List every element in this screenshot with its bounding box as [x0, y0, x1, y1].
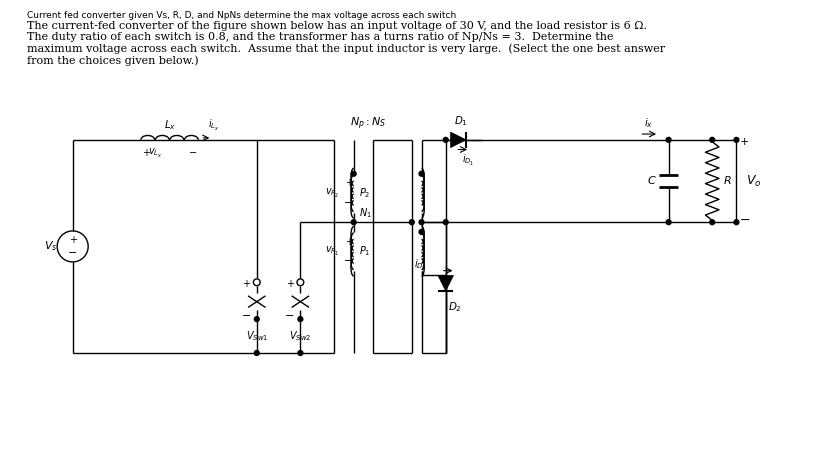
- Text: $D_1$: $D_1$: [454, 114, 468, 128]
- Circle shape: [710, 138, 714, 142]
- Circle shape: [666, 220, 671, 225]
- Text: +: +: [142, 148, 150, 158]
- Circle shape: [410, 220, 415, 225]
- Text: −: −: [740, 214, 750, 227]
- Circle shape: [734, 220, 739, 225]
- Circle shape: [298, 317, 303, 322]
- Text: The duty ratio of each switch is 0.8, and the transformer has a turns ratio of N: The duty ratio of each switch is 0.8, an…: [27, 32, 613, 43]
- Text: $P_1$: $P_1$: [360, 244, 371, 258]
- Circle shape: [443, 138, 448, 142]
- Text: +: +: [345, 178, 353, 188]
- Circle shape: [443, 220, 448, 225]
- Text: $P_2$: $P_2$: [360, 186, 371, 200]
- Circle shape: [666, 138, 671, 142]
- Text: from the choices given below.): from the choices given below.): [27, 56, 199, 66]
- Text: $N_p:N_S$: $N_p:N_S$: [350, 116, 387, 132]
- Text: $N_1$: $N_1$: [360, 207, 373, 220]
- Circle shape: [734, 138, 739, 142]
- Circle shape: [419, 220, 424, 225]
- Circle shape: [255, 317, 259, 322]
- Text: $V_{Sw1}$: $V_{Sw1}$: [245, 329, 268, 343]
- Text: The current-fed converter of the figure shown below has an input voltage of 30 V: The current-fed converter of the figure …: [27, 21, 647, 31]
- Text: R: R: [724, 176, 732, 186]
- Text: C: C: [647, 176, 655, 186]
- Text: $v_{P_2}$: $v_{P_2}$: [325, 186, 339, 200]
- Text: −: −: [68, 248, 77, 258]
- Text: $D_2$: $D_2$: [447, 301, 461, 314]
- Text: −: −: [189, 148, 197, 158]
- Circle shape: [298, 351, 303, 356]
- Circle shape: [351, 171, 356, 176]
- Text: Current fed converter given Vs, R, D, and NpNs determine the max voltage across : Current fed converter given Vs, R, D, an…: [27, 11, 456, 20]
- Text: $i_x$: $i_x$: [644, 117, 654, 130]
- Polygon shape: [438, 276, 453, 291]
- Circle shape: [419, 229, 424, 234]
- Text: $V_{Sw2}$: $V_{Sw2}$: [289, 329, 311, 343]
- Circle shape: [710, 220, 714, 225]
- Text: +: +: [69, 234, 76, 244]
- Text: $i_{D_2}$: $i_{D_2}$: [414, 258, 426, 272]
- Text: $i_{L_x}$: $i_{L_x}$: [209, 118, 220, 133]
- Circle shape: [419, 171, 424, 176]
- Text: $V_s$: $V_s$: [44, 239, 57, 253]
- Text: $V_o$: $V_o$: [746, 174, 762, 189]
- Circle shape: [255, 351, 259, 356]
- Text: +: +: [740, 137, 749, 147]
- Text: −: −: [344, 256, 354, 266]
- Text: $i_{D_1}$: $i_{D_1}$: [462, 154, 475, 169]
- Text: +: +: [345, 237, 353, 247]
- Text: maximum voltage across each switch.  Assume that the input inductor is very larg: maximum voltage across each switch. Assu…: [27, 44, 665, 54]
- Text: +: +: [242, 279, 250, 289]
- Circle shape: [351, 220, 356, 225]
- Text: +: +: [286, 279, 294, 289]
- Text: −: −: [344, 198, 354, 208]
- Text: −: −: [241, 311, 250, 321]
- Text: $L_x$: $L_x$: [163, 118, 176, 132]
- Text: $v_{L_x}$: $v_{L_x}$: [149, 147, 163, 159]
- Text: −: −: [285, 311, 295, 321]
- Text: $v_{P_1}$: $v_{P_1}$: [324, 245, 339, 258]
- Polygon shape: [451, 132, 466, 148]
